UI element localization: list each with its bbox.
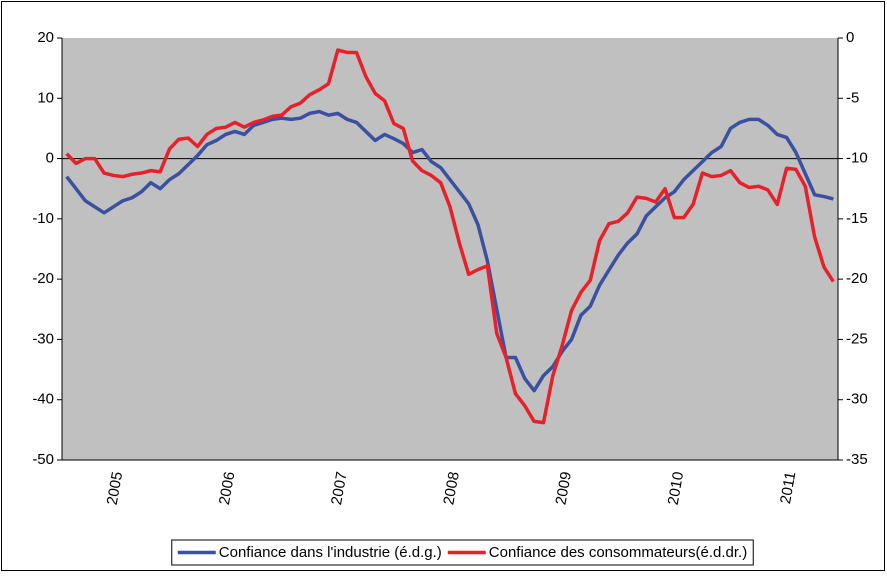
y2-tick-label: -5 [846, 89, 859, 106]
y-tick-label: -20 [32, 270, 54, 287]
x-tick-label: 2010 [665, 470, 688, 506]
x-tick-label: 2009 [553, 470, 576, 506]
y2-tick-label: -10 [846, 150, 868, 167]
y2-tick-label: 0 [846, 29, 854, 46]
y2-tick-label: -30 [846, 391, 868, 408]
x-tick-label: 2008 [440, 470, 463, 506]
y-tick-label: 20 [37, 29, 54, 46]
legend-label: Confiance des consommateurs(é.d.dr.) [489, 544, 747, 561]
y2-tick-label: -15 [846, 210, 868, 227]
plot-area [62, 38, 838, 460]
x-tick-label: 2006 [216, 470, 239, 506]
y-tick-label: -50 [32, 451, 54, 468]
x-tick-label: 2011 [777, 470, 799, 505]
y-tick-label: 0 [46, 150, 54, 167]
y-tick-label: 10 [37, 89, 54, 106]
y-tick-label: -10 [32, 210, 54, 227]
y2-tick-label: -25 [846, 330, 868, 347]
legend-label: Confiance dans l'industrie (é.d.g.) [219, 544, 442, 561]
line-series [65, 109, 834, 393]
y-tick-label: -40 [32, 391, 54, 408]
x-tick-label: 2007 [328, 470, 351, 506]
y-tick-label: -30 [32, 330, 54, 347]
line-series [65, 48, 835, 425]
y2-tick-label: -35 [846, 451, 868, 468]
x-tick-label: 2005 [104, 470, 127, 506]
y2-tick-label: -20 [846, 270, 868, 287]
